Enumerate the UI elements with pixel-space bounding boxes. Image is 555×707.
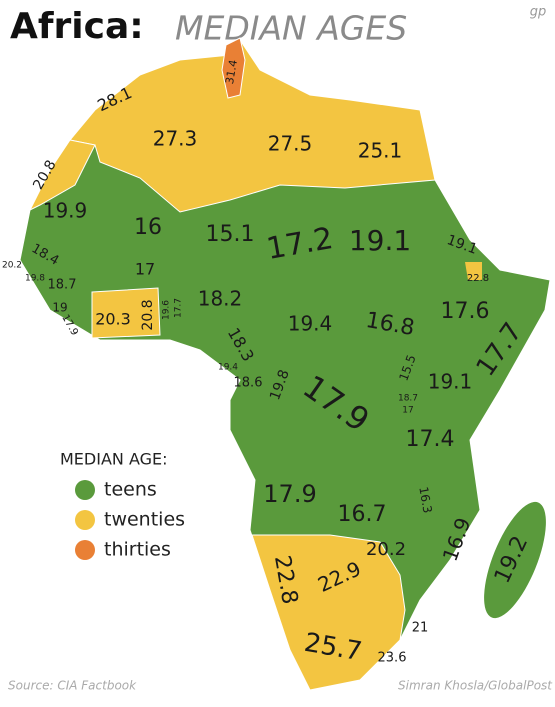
region-twenties xyxy=(465,262,482,280)
region-label: 20.2 xyxy=(366,539,406,560)
region-label: 19.6 xyxy=(162,300,172,320)
region-twenties xyxy=(91,287,161,339)
region-label: 17.6 xyxy=(441,299,490,324)
legend-label: thirties xyxy=(104,539,171,561)
legend-swatch xyxy=(75,510,95,530)
region-label: 17.9 xyxy=(263,480,316,508)
legend-swatch xyxy=(75,480,95,500)
region-label: 17.7 xyxy=(174,298,184,318)
region-label: 16.7 xyxy=(338,502,387,527)
legend-label: teens xyxy=(104,479,157,501)
region-label: 17 xyxy=(402,406,413,416)
region-teens xyxy=(484,501,546,619)
region-label: 20.8 xyxy=(140,299,156,330)
region-twenties xyxy=(251,534,406,691)
title: Africa: xyxy=(10,6,144,47)
region-label: 19.9 xyxy=(43,199,88,223)
region-label: 17 xyxy=(135,260,155,279)
region-label: 31.4 xyxy=(223,59,240,85)
region-label: 27.5 xyxy=(268,132,313,156)
region-label: 16.3 xyxy=(416,486,434,515)
region-label: 19.1 xyxy=(428,370,473,394)
region-label: 22.8 xyxy=(467,273,489,284)
region-label: 25.1 xyxy=(358,139,403,163)
region-label: 16 xyxy=(134,215,162,240)
region-label: 18.6 xyxy=(234,376,263,391)
region-label: 19.4 xyxy=(288,312,333,336)
credit: Simran Khosla/GlobalPost xyxy=(398,679,553,693)
region-label: 20.3 xyxy=(95,310,131,329)
region-label: 18.7 xyxy=(48,278,77,293)
legend-label: twenties xyxy=(104,509,185,531)
source: Source: CIA Factbook xyxy=(8,679,137,693)
region-label: 18.2 xyxy=(198,287,243,311)
region-label: 19 xyxy=(52,301,67,315)
region-label: 21 xyxy=(412,621,429,636)
region-twenties xyxy=(28,139,96,212)
legend-title: MEDIAN AGE: xyxy=(60,450,168,469)
region-label: 19.4 xyxy=(218,363,238,373)
region-label: 19.1 xyxy=(349,224,411,257)
region-thirties xyxy=(221,37,246,99)
region-twenties xyxy=(69,39,436,213)
region-label: 15.1 xyxy=(206,222,255,247)
region-label: 17.4 xyxy=(406,427,455,452)
subtitle: MEDIAN AGES xyxy=(175,9,407,48)
logo: gp xyxy=(530,5,547,20)
region-label: 27.3 xyxy=(153,127,198,151)
region-label: 19.8 xyxy=(25,274,45,284)
region-label: 23.6 xyxy=(378,651,407,666)
legend-swatch xyxy=(75,540,95,560)
region-label: 20.2 xyxy=(2,261,22,271)
region-label: 18.7 xyxy=(398,394,418,404)
